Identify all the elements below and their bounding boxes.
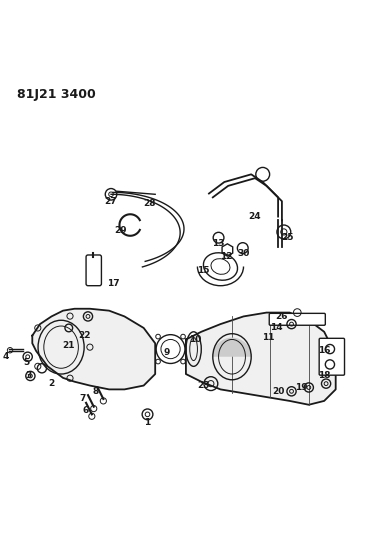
Text: 14: 14: [270, 324, 283, 333]
Text: 5: 5: [24, 358, 30, 367]
FancyBboxPatch shape: [269, 313, 325, 325]
Text: 19: 19: [295, 383, 307, 392]
Text: 8: 8: [92, 387, 99, 396]
Text: 2: 2: [48, 379, 55, 388]
Text: 12: 12: [220, 253, 233, 261]
Text: 28: 28: [143, 199, 156, 208]
Text: 13: 13: [212, 239, 225, 248]
Text: 21: 21: [63, 341, 75, 350]
Text: 81J21 3400: 81J21 3400: [17, 88, 96, 101]
Text: 26: 26: [276, 312, 288, 321]
Text: 16: 16: [318, 346, 330, 356]
Text: 24: 24: [249, 212, 261, 221]
Polygon shape: [186, 312, 336, 405]
Text: 18: 18: [318, 372, 330, 381]
FancyBboxPatch shape: [86, 255, 101, 286]
Text: 1: 1: [144, 417, 151, 426]
Text: 4: 4: [2, 352, 9, 361]
Text: 17: 17: [107, 279, 119, 288]
Text: 23: 23: [197, 381, 209, 390]
FancyBboxPatch shape: [319, 338, 344, 375]
Text: 29: 29: [114, 225, 127, 235]
Polygon shape: [32, 309, 155, 390]
Text: 11: 11: [262, 333, 275, 342]
Text: 7: 7: [79, 394, 86, 403]
Text: 25: 25: [281, 233, 294, 242]
Text: 30: 30: [237, 248, 250, 257]
Text: 6: 6: [83, 406, 89, 415]
Text: 9: 9: [164, 349, 170, 358]
Text: 22: 22: [78, 331, 91, 340]
Wedge shape: [213, 337, 251, 357]
Text: 3: 3: [25, 372, 32, 381]
Text: 15: 15: [197, 266, 209, 275]
Polygon shape: [222, 244, 233, 256]
Text: 27: 27: [105, 197, 117, 206]
Text: 20: 20: [272, 387, 284, 396]
Text: 10: 10: [189, 335, 202, 344]
